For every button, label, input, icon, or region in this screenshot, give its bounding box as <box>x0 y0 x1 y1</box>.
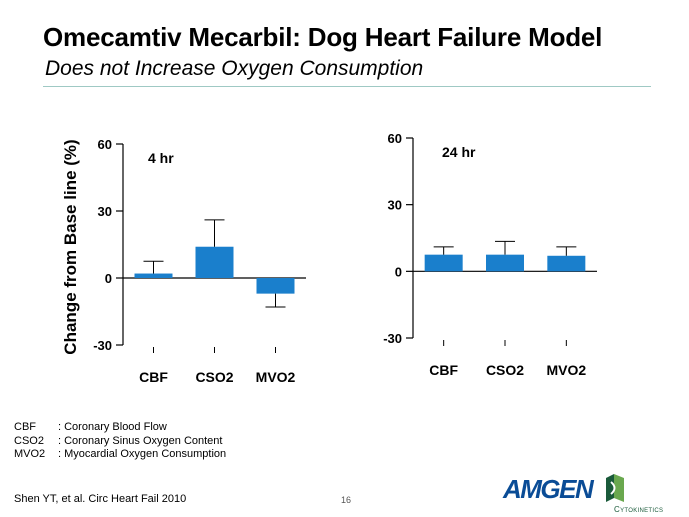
chart1-bar-cso2 <box>195 246 234 278</box>
legend-abbr: MVO2 <box>14 448 46 460</box>
chart1-title: 4 hr <box>148 150 174 166</box>
chart2-bar-cso2 <box>486 254 524 272</box>
chart1-y-tick-label: 60 <box>98 137 112 152</box>
legend-abbr: CSO2 <box>14 434 44 447</box>
page-number: 16 <box>341 495 352 505</box>
chart2-y-tick-label: 0 <box>395 264 402 279</box>
slide-subtitle: Does not Increase Oxygen Consumption <box>45 57 424 80</box>
chart2-x-tick-label-cso2: CSO2 <box>486 362 524 378</box>
legend-desc: : Coronary Sinus Oxygen Content <box>58 434 223 447</box>
chart2-y-tick-label: 60 <box>388 131 402 146</box>
chart2-bar-cbf <box>424 254 463 272</box>
chart2-y-tick-label: -30 <box>383 331 402 346</box>
chart1-x-tick-label-cbf: CBF <box>139 369 168 385</box>
legend-row-mvo2: MVO2 : Myocardial Oxygen Consumption <box>14 448 226 462</box>
cytokinetics-logo-text: Cytokinetics <box>614 505 664 514</box>
legend-desc: : Coronary Blood Flow <box>58 421 167 433</box>
legend-desc: : Myocardial Oxygen Consumption <box>58 448 227 460</box>
chart1-y-tick-label: -30 <box>93 338 112 353</box>
chart2-x-tick-label-cbf: CBF <box>429 362 458 378</box>
chart1-y-tick-label: 0 <box>105 271 112 286</box>
legend-row-cbf: CBF : Coronary Blood Flow <box>14 421 226 435</box>
chart1-x-tick-label-mvo2: MVO2 <box>256 369 296 385</box>
bar-charts: -30 0 30 60 CBF CSO2 MVO2 4 hr Change from Base … <box>61 131 597 385</box>
amgen-logo: AMGEN <box>503 474 594 504</box>
legend-abbr: CBF <box>14 421 36 433</box>
abbreviation-legend: CBF : Coronary Blood Flow CSO2 : Coronary … <box>14 421 226 462</box>
chart1-y-tick-label: 30 <box>98 204 112 219</box>
chart2-y-tick-label: 30 <box>388 198 402 213</box>
cytokinetics-logo-icon <box>606 474 624 502</box>
chart2-x-tick-label-mvo2: MVO2 <box>546 362 586 378</box>
chart1-bar-cbf <box>134 273 173 278</box>
chart2-title: 24 hr <box>442 144 476 160</box>
legend-row-cso2: CSO2 : Coronary Sinus Oxygen Content <box>14 435 226 449</box>
chart2-bar-mvo2 <box>547 255 586 272</box>
chart1-y-axis-label: Change from Base line (%) <box>61 139 80 354</box>
title-divider <box>43 86 651 87</box>
citation: Shen YT, et al. Circ Heart Fail 2010 <box>14 493 187 505</box>
chart1-bar-mvo2 <box>256 278 295 294</box>
chart1-x-tick-label-cso2: CSO2 <box>195 369 233 385</box>
slide-title: Omecamtiv Mecarbil: Dog Heart Failure Mo… <box>43 22 603 52</box>
